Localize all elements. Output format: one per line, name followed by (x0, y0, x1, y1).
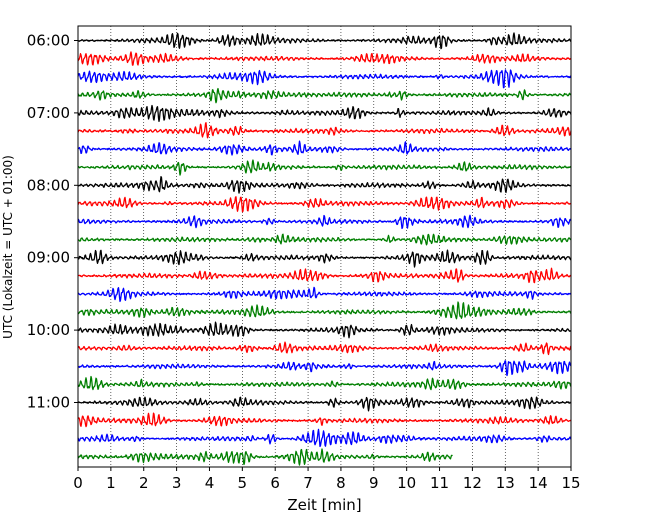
seismic-trace-row (77, 375, 572, 391)
x-tick-label: 8 (336, 474, 346, 492)
seismic-trace-row (77, 396, 572, 412)
seismic-trace-row (77, 51, 572, 66)
plot-frame (77, 25, 572, 468)
x-tick-label: 6 (270, 474, 280, 492)
x-tick-label: 11 (430, 474, 449, 492)
x-axis-ticks: 0 1 2 3 4 5 6 7 8 9 10 11 12 13 14 15 (73, 467, 581, 492)
x-tick-label: 4 (205, 474, 215, 492)
seismic-trace-row (77, 104, 572, 123)
y-tick-label: 09:00 (27, 249, 70, 267)
seismic-trace-row (77, 267, 572, 284)
x-tick-label: 2 (139, 474, 149, 492)
seismic-trace-row (77, 286, 572, 303)
x-tick-label: 5 (238, 474, 248, 492)
seismic-trace-row (77, 249, 572, 268)
grid-lines (110, 26, 539, 467)
seismic-trace-row (77, 176, 572, 194)
y-axis-title: UTC (Lokalzeit = UTC + 01:00) (1, 155, 15, 339)
x-tick-label: 9 (369, 474, 379, 492)
y-tick-label: 08:00 (27, 176, 70, 194)
seismic-trace-row (77, 412, 572, 428)
x-tick-label: 13 (496, 474, 515, 492)
seismic-trace-row (77, 301, 572, 320)
seismic-trace-row (77, 87, 572, 104)
x-tick-label: 7 (303, 474, 313, 492)
x-axis-title: Zeit [min] (287, 496, 361, 514)
y-tick-label: 07:00 (27, 104, 70, 122)
x-tick-label: 3 (172, 474, 182, 492)
seismic-trace-row (77, 122, 572, 139)
seismic-traces (77, 32, 572, 466)
seismic-trace-row (77, 196, 572, 213)
y-axis-ticks: 06:00 07:00 08:00 09:00 10:00 11:00 (27, 32, 78, 412)
y-tick-label: 10:00 (27, 321, 70, 339)
y-tick-label: 06:00 (27, 32, 70, 50)
seismic-trace-row (77, 341, 572, 356)
x-tick-label: 14 (529, 474, 548, 492)
seismic-trace-row (77, 360, 572, 377)
seismic-trace-row (77, 32, 572, 50)
x-tick-label: 1 (106, 474, 116, 492)
x-tick-label: 0 (73, 474, 83, 492)
seismic-trace-row (77, 428, 572, 448)
seismic-trace-row (77, 321, 572, 339)
x-tick-label: 15 (561, 474, 580, 492)
seismic-trace-row (77, 448, 453, 466)
y-tick-label: 11:00 (27, 394, 70, 412)
seismic-trace-row (77, 214, 572, 230)
seismic-trace-row (77, 69, 572, 89)
x-tick-label: 12 (463, 474, 482, 492)
seismic-trace-row (77, 159, 572, 176)
seismic-trace-row (77, 233, 572, 246)
seismic-trace-row (77, 140, 572, 156)
x-tick-label: 10 (397, 474, 416, 492)
